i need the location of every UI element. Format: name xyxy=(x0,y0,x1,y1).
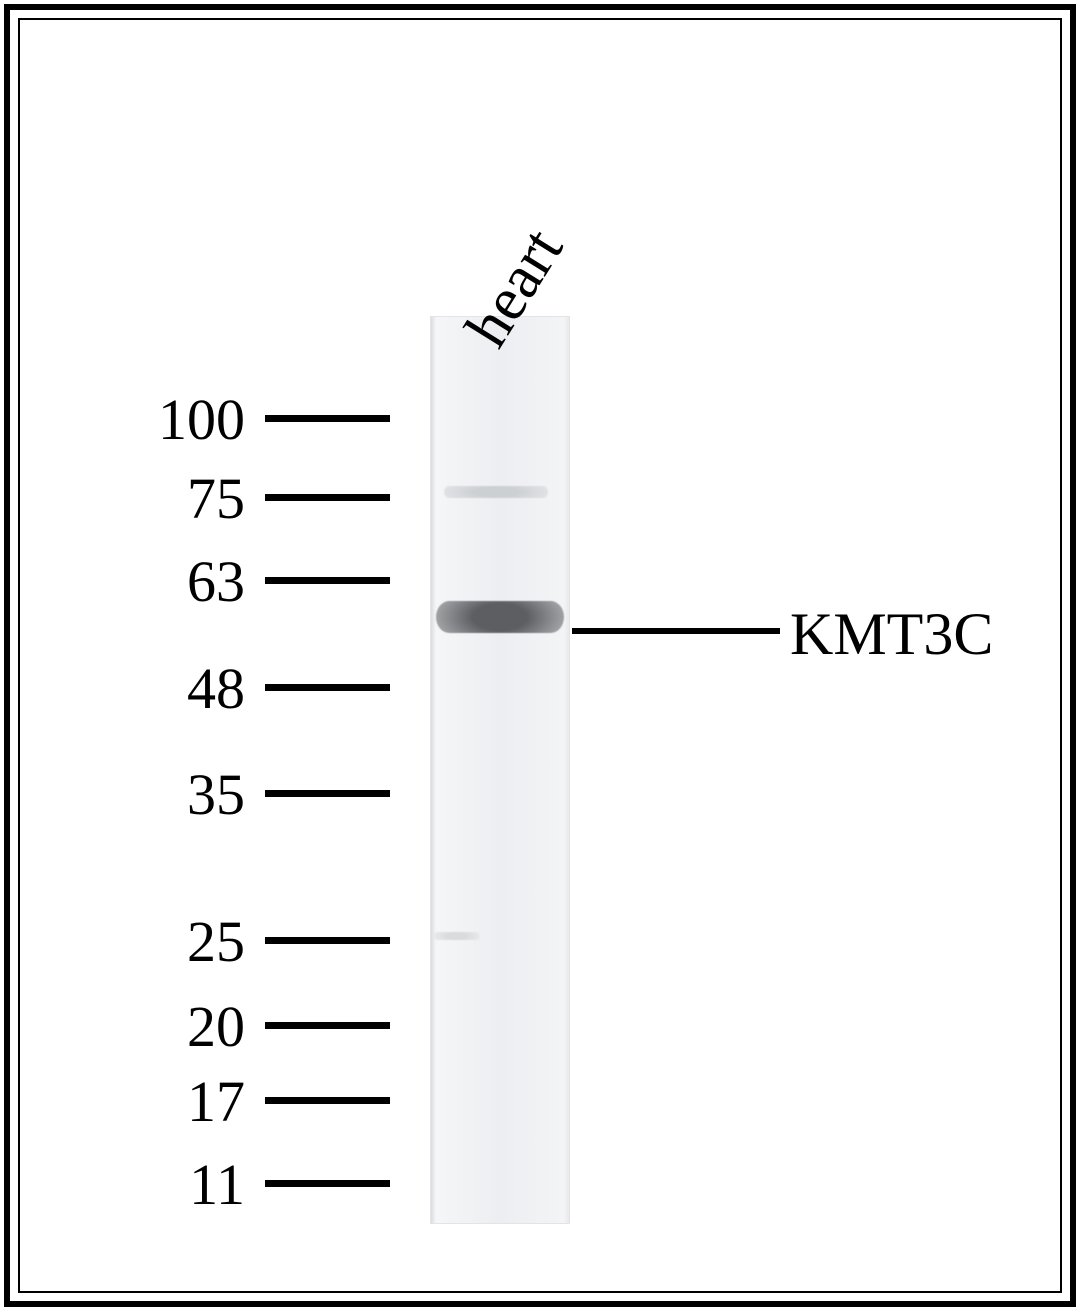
marker-tick-25kda xyxy=(265,937,390,944)
marker-tick-100kda xyxy=(265,415,390,422)
band-main xyxy=(436,601,564,633)
band-label: KMT3C xyxy=(790,600,993,669)
marker-48kda: 48 xyxy=(45,655,245,722)
marker-tick-63kda xyxy=(265,577,390,584)
band-faint-25 xyxy=(434,932,480,940)
marker-tick-20kda xyxy=(265,1022,390,1029)
marker-tick-11kda xyxy=(265,1180,390,1187)
marker-tick-17kda xyxy=(265,1097,390,1104)
marker-17kda: 17 xyxy=(45,1068,245,1135)
marker-25kda: 25 xyxy=(45,908,245,975)
marker-tick-48kda xyxy=(265,684,390,691)
band-faint-upper xyxy=(444,486,548,498)
marker-tick-75kda xyxy=(265,494,390,501)
marker-20kda: 20 xyxy=(45,993,245,1060)
marker-11kda: 11 xyxy=(45,1151,245,1218)
marker-35kda: 35 xyxy=(45,761,245,828)
western-blot-figure: { "figure": { "type": "western-blot", "b… xyxy=(0,0,1080,1311)
marker-100kda: 100 xyxy=(45,386,245,453)
marker-63kda: 63 xyxy=(45,548,245,615)
marker-75kda: 75 xyxy=(45,465,245,532)
marker-tick-35kda xyxy=(265,790,390,797)
blot-lane xyxy=(430,316,570,1224)
band-indicator-line xyxy=(572,628,780,634)
